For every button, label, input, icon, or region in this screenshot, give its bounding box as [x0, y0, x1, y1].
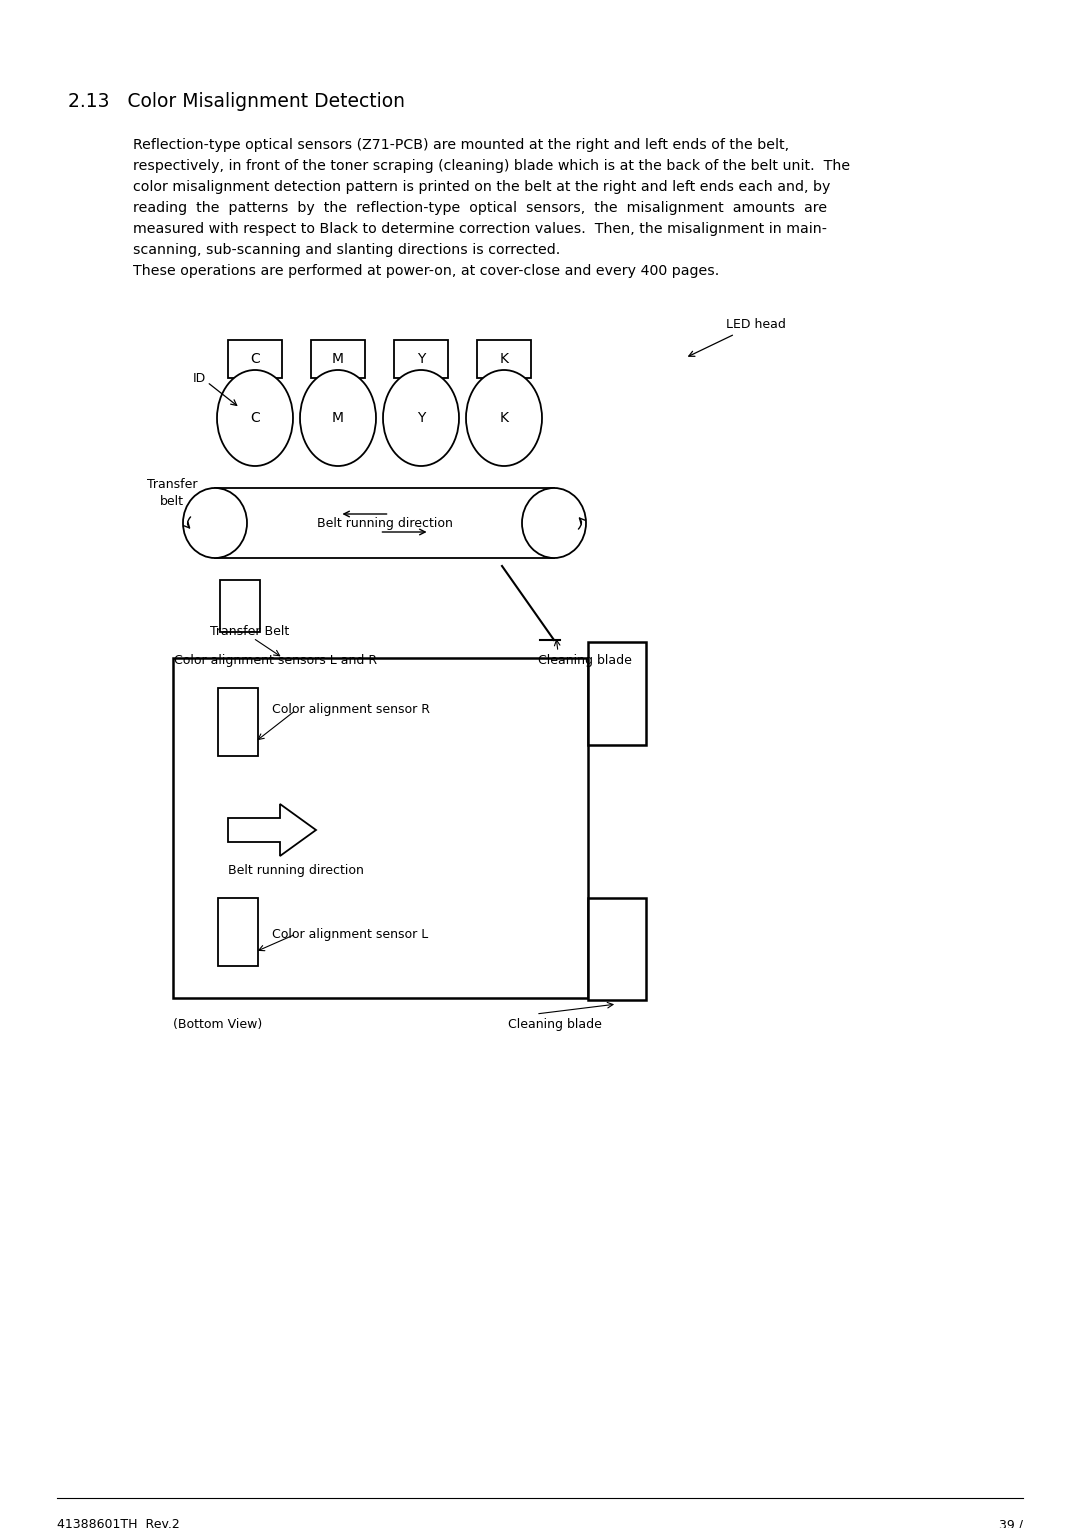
Text: Belt running direction: Belt running direction [316, 518, 453, 530]
Bar [394, 341, 448, 377]
Text: reading  the  patterns  by  the  reflection-type  optical  sensors,  the  misali: reading the patterns by the reflection-t… [133, 202, 827, 215]
Bar [215, 487, 554, 558]
Bar [218, 688, 258, 756]
Text: LED head: LED head [726, 318, 786, 332]
Text: Transfer
belt: Transfer belt [147, 478, 198, 507]
Text: K: K [499, 411, 509, 425]
Text: (Bottom View): (Bottom View) [173, 1018, 262, 1031]
Bar [218, 898, 258, 966]
Bar [588, 898, 646, 999]
Ellipse shape [217, 370, 293, 466]
Text: Color alignment sensors L and R: Color alignment sensors L and R [174, 654, 377, 668]
Bar [173, 659, 588, 998]
Text: Belt running direction: Belt running direction [228, 863, 364, 877]
Ellipse shape [300, 370, 376, 466]
Text: ID: ID [193, 371, 206, 385]
Text: Y: Y [417, 351, 426, 367]
Bar [588, 642, 646, 746]
Text: These operations are performed at power-on, at cover-close and every 400 pages.: These operations are performed at power-… [133, 264, 719, 278]
Text: Cleaning blade: Cleaning blade [538, 654, 632, 668]
Bar [228, 341, 282, 377]
Text: M: M [332, 411, 345, 425]
Bar [477, 341, 531, 377]
Text: Color alignment sensor L: Color alignment sensor L [272, 927, 429, 941]
Ellipse shape [522, 487, 586, 558]
Text: 39 /: 39 / [999, 1517, 1023, 1528]
Text: Color alignment sensor R: Color alignment sensor R [272, 703, 430, 717]
Ellipse shape [183, 487, 247, 558]
Text: measured with respect to Black to determine correction values.  Then, the misali: measured with respect to Black to determ… [133, 222, 827, 235]
Text: Cleaning blade: Cleaning blade [508, 1018, 602, 1031]
Text: 41388601TH  Rev.2: 41388601TH Rev.2 [57, 1517, 179, 1528]
Ellipse shape [383, 370, 459, 466]
Text: Y: Y [417, 411, 426, 425]
Text: scanning, sub-scanning and slanting directions is corrected.: scanning, sub-scanning and slanting dire… [133, 243, 561, 257]
Bar [311, 341, 365, 377]
Text: C: C [251, 351, 260, 367]
Text: respectively, in front of the toner scraping (cleaning) blade which is at the ba: respectively, in front of the toner scra… [133, 159, 850, 173]
Polygon shape [228, 804, 316, 856]
Ellipse shape [465, 370, 542, 466]
Bar [220, 581, 260, 633]
Text: K: K [499, 351, 509, 367]
Text: C: C [251, 411, 260, 425]
Text: Reflection-type optical sensors (Z71-PCB) are mounted at the right and left ends: Reflection-type optical sensors (Z71-PCB… [133, 138, 789, 151]
Text: color misalignment detection pattern is printed on the belt at the right and lef: color misalignment detection pattern is … [133, 180, 831, 194]
Text: Transfer Belt: Transfer Belt [210, 625, 289, 639]
Text: 2.13   Color Misalignment Detection: 2.13 Color Misalignment Detection [68, 92, 405, 112]
Text: M: M [332, 351, 345, 367]
